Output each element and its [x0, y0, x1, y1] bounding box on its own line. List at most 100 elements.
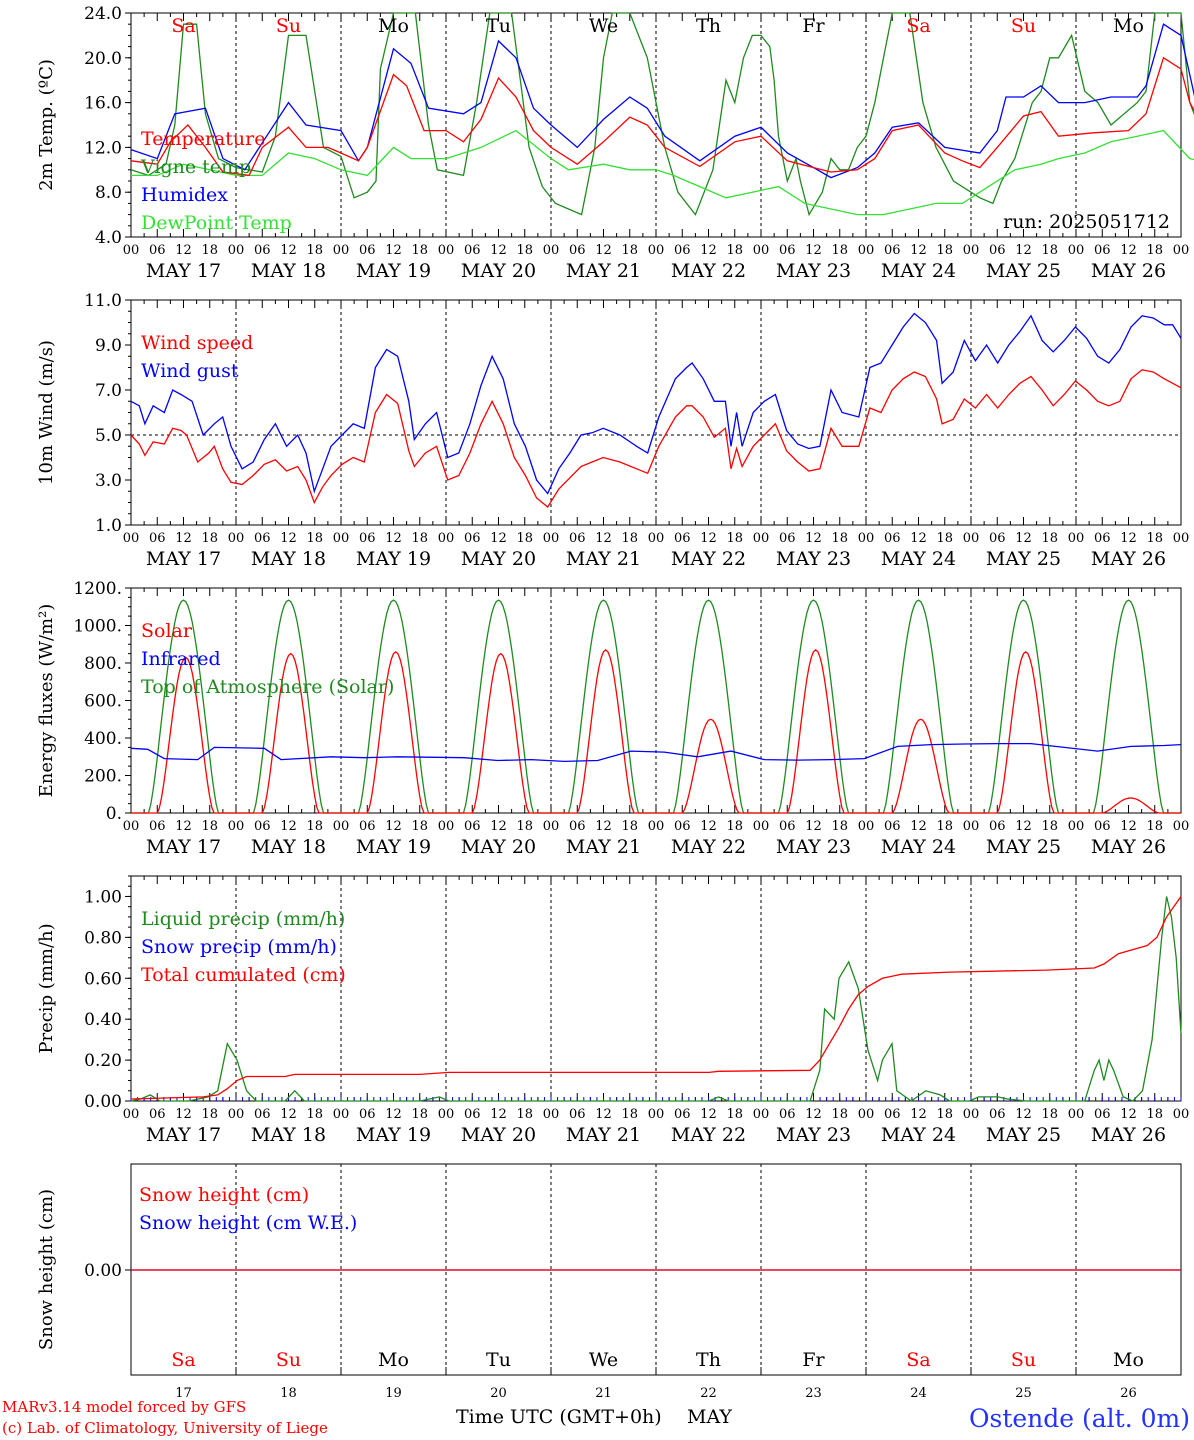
date-label: MAY 25 [986, 260, 1061, 282]
hour-tick-label: 06 [884, 819, 901, 834]
y-tick-label: 0.00 [84, 1261, 122, 1281]
day-name: Sa [171, 15, 195, 37]
date-label: MAY 18 [251, 548, 326, 570]
day-name: Sa [171, 1349, 195, 1371]
y-tick-label: 200. [84, 767, 122, 787]
liquid-precip-line [130, 896, 1182, 1102]
hour-tick-label: 18 [621, 819, 638, 834]
hour-tick-label: 00 [858, 819, 875, 834]
footer-model-credit: MARv3.14 model forced by GFS [2, 1398, 246, 1416]
panel-3: 0. 200. 400. 600. 800. 1000. 1200. Energy fluxe… [36, 579, 1189, 858]
date-label: MAY 23 [776, 548, 851, 570]
hour-tick-label: 00 [1173, 243, 1190, 258]
y-tick-label: 0.60 [84, 969, 122, 989]
hour-tick-label: 00 [228, 531, 245, 546]
day-number: 17 [175, 1386, 192, 1401]
hour-tick-label: 06 [464, 819, 481, 834]
hour-tick-label: 18 [1146, 1107, 1163, 1122]
hour-tick-label: 12 [1120, 243, 1137, 258]
hour-tick-label: 00 [333, 243, 350, 258]
panel-1: 4.0 8.0 12.0 16.0 20.0 24.0 2m Temp. (ºC) Sa Su M… [36, 4, 1194, 282]
hour-tick-label: 18 [306, 531, 323, 546]
y-tick-label: 1.00 [84, 887, 122, 907]
hour-tick-label: 06 [464, 1107, 481, 1122]
hour-tick-label: 06 [779, 1107, 796, 1122]
footer-lab-credit: (c) Lab. of Climatology, University of L… [2, 1419, 328, 1437]
hour-tick-label: 12 [805, 243, 822, 258]
hour-tick-label: 18 [1041, 819, 1058, 834]
legend-entry: Snow height (cm) [139, 1184, 309, 1206]
hour-tick-label: 12 [1015, 819, 1032, 834]
day-name: Tu [486, 15, 511, 37]
y-tick-label: 7.0 [95, 381, 122, 401]
hour-tick-label: 18 [411, 243, 428, 258]
hour-tick-label: 00 [648, 819, 665, 834]
footer-location: Ostende (alt. 0m) [969, 1404, 1190, 1433]
day-name: Fr [802, 15, 825, 37]
hour-tick-label: 12 [805, 1107, 822, 1122]
series-line [131, 129, 1194, 216]
hour-tick-label: 18 [306, 819, 323, 834]
hour-tick-label: 18 [726, 819, 743, 834]
hour-tick-label: 18 [831, 243, 848, 258]
hour-tick-label: 00 [543, 531, 560, 546]
date-label: MAY 20 [461, 260, 536, 282]
hour-tick-label: 00 [1173, 819, 1190, 834]
hour-tick-label: 12 [490, 1107, 507, 1122]
y-axis-label: 10m Wind (m/s) [36, 340, 57, 485]
day-number: 26 [1120, 1386, 1137, 1401]
day-number: 24 [910, 1386, 927, 1401]
date-label: MAY 17 [146, 548, 221, 570]
hour-tick-label: 12 [910, 243, 927, 258]
hour-tick-label: 00 [333, 819, 350, 834]
hour-tick-label: 00 [543, 243, 560, 258]
hour-tick-label: 18 [516, 531, 533, 546]
date-label: MAY 20 [461, 548, 536, 570]
date-label: MAY 24 [881, 260, 956, 282]
y-tick-label: 800. [84, 654, 122, 674]
day-name: Sa [906, 15, 930, 37]
hour-tick-label: 06 [359, 1107, 376, 1122]
hour-tick-label: 00 [1173, 1107, 1190, 1122]
hour-tick-label: 00 [438, 531, 455, 546]
hour-tick-label: 12 [385, 531, 402, 546]
y-tick-label: 11.0 [84, 291, 122, 311]
plot-frame [130, 299, 1182, 526]
date-label: MAY 18 [251, 836, 326, 858]
hour-tick-label: 18 [411, 1107, 428, 1122]
y-axis-label: Snow height (cm) [36, 1189, 57, 1350]
hour-tick-label: 12 [1015, 243, 1032, 258]
hour-tick-label: 06 [1094, 819, 1111, 834]
hour-tick-label: 06 [359, 819, 376, 834]
hour-tick-label: 12 [280, 243, 297, 258]
hour-tick-label: 18 [936, 243, 953, 258]
legend-entry: Solar [141, 620, 193, 642]
hour-tick-label: 06 [254, 531, 271, 546]
hour-tick-label: 06 [989, 819, 1006, 834]
hour-tick-label: 06 [569, 243, 586, 258]
hour-tick-label: 12 [910, 531, 927, 546]
date-label: MAY 21 [566, 836, 641, 858]
day-name: Su [1011, 15, 1036, 37]
plot-frame [130, 587, 1182, 814]
hour-tick-label: 06 [254, 1107, 271, 1122]
y-tick-label: 600. [84, 692, 122, 712]
hour-tick-label: 06 [569, 1107, 586, 1122]
hour-tick-label: 12 [805, 819, 822, 834]
hour-tick-label: 12 [280, 531, 297, 546]
date-label: MAY 19 [356, 836, 431, 858]
day-name: Su [1011, 1349, 1036, 1371]
hour-tick-label: 00 [753, 1107, 770, 1122]
hour-tick-label: 12 [385, 1107, 402, 1122]
day-name: Fr [802, 1349, 825, 1371]
hour-tick-label: 00 [438, 243, 455, 258]
date-label: MAY 17 [146, 836, 221, 858]
hour-tick-label: 06 [149, 1107, 166, 1122]
hour-tick-label: 00 [648, 243, 665, 258]
hour-tick-label: 12 [175, 531, 192, 546]
hour-tick-label: 18 [1146, 243, 1163, 258]
y-axis-label: Energy fluxes (W/m²) [36, 604, 57, 798]
date-label: MAY 24 [881, 548, 956, 570]
date-label: MAY 23 [776, 1124, 851, 1146]
y-tick-label: 3.0 [95, 471, 122, 491]
